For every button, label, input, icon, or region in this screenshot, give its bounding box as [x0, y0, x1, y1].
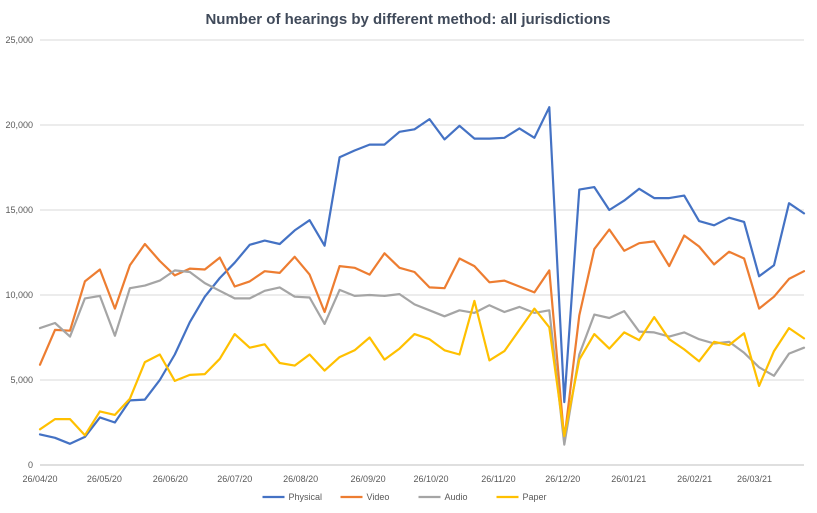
gridlines [40, 39, 804, 381]
legend-label-video: Video [367, 492, 390, 502]
legend: Physical Video Audio Paper [262, 492, 547, 502]
x-tick-label: 26/10/20 [413, 474, 448, 484]
x-tick-label: 26/03/21 [737, 474, 772, 484]
series-lines [38, 106, 806, 446]
x-tick-label: 26/12/20 [545, 474, 580, 484]
y-tick-label: 0 [28, 460, 33, 470]
x-tick-label: 26/01/21 [611, 474, 646, 484]
series-line-physical [38, 106, 806, 445]
x-tick-label: 26/05/20 [87, 474, 122, 484]
x-tick-label: 26/09/20 [351, 474, 386, 484]
x-tick-label: 26/08/20 [283, 474, 318, 484]
legend-label-paper: Paper [523, 492, 547, 502]
y-tick-label: 5,000 [10, 375, 33, 385]
x-tick-label: 26/02/21 [677, 474, 712, 484]
y-tick-label: 20,000 [5, 120, 33, 130]
series-line-audio [38, 269, 806, 446]
x-tick-label: 26/04/20 [22, 474, 57, 484]
x-axis: 26/04/20 26/05/20 26/06/20 26/07/20 26/08/20… [22, 464, 804, 484]
x-tick-label: 26/07/20 [217, 474, 252, 484]
y-tick-label: 15,000 [5, 205, 33, 215]
series-line-video [38, 228, 806, 441]
chart-title: Number of hearings by different method: … [205, 11, 610, 28]
x-tick-label: 26/06/20 [153, 474, 188, 484]
x-tick-label: 26/11/20 [481, 474, 515, 484]
series-line-paper [38, 299, 806, 438]
y-tick-label: 10,000 [5, 290, 33, 300]
y-tick-label: 25,000 [5, 35, 33, 45]
legend-label-physical: Physical [289, 492, 323, 502]
legend-label-audio: Audio [445, 492, 468, 502]
y-axis: 0 5,000 10,000 15,000 20,000 25,000 [5, 35, 33, 470]
